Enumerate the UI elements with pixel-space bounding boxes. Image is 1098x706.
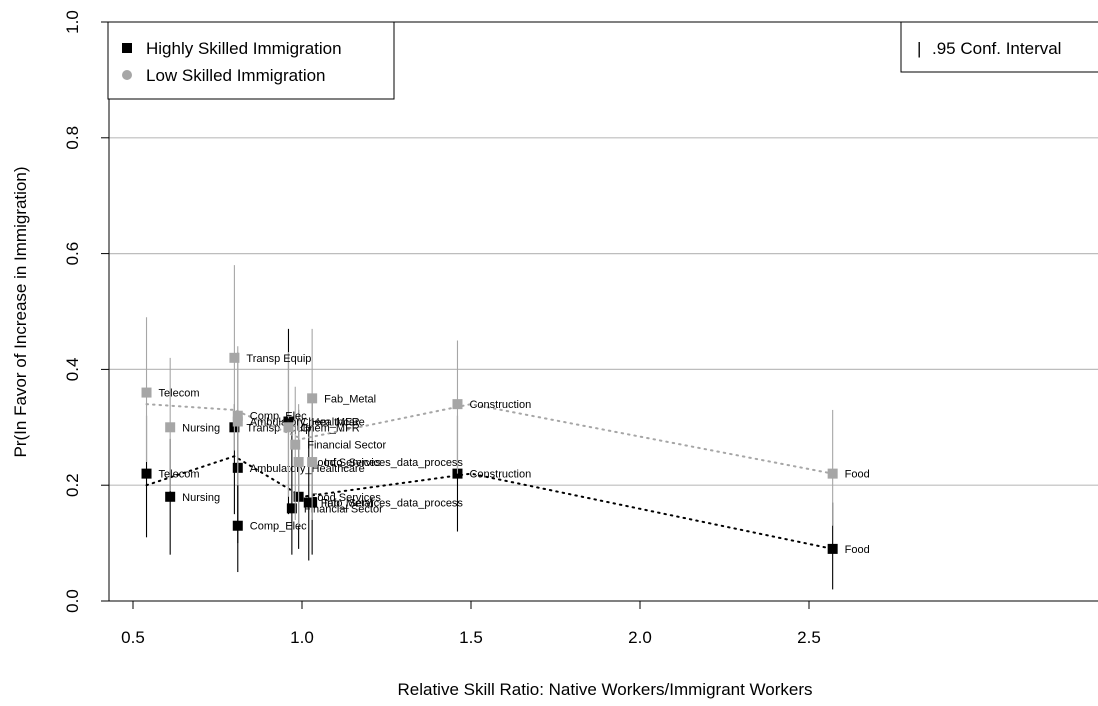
- high-skill-point-label: Telecom: [159, 469, 200, 481]
- high-skill-point-label: Chem_MFR: [300, 417, 359, 429]
- low-skill-point: [307, 457, 318, 468]
- high-skill-point-label: Construction: [469, 469, 531, 481]
- low-skill-point-label: Fab_Metal: [324, 393, 376, 405]
- high-skill-point-label: Food: [845, 544, 870, 556]
- legend-label: Low Skilled Immigration: [146, 66, 326, 85]
- low-skill-point-label: Construction: [469, 399, 531, 411]
- y-tick-label: 0.0: [63, 589, 82, 613]
- low-skill-point: [283, 422, 294, 433]
- low-skill-point-label: Transp Equip: [246, 353, 311, 365]
- high-skill-point-label: Nursing: [182, 492, 220, 504]
- axes-layer: 0.5 1.0 1.5 2.0 2.5 0.0 0.2 0.4 0.6 0.8 1.0: [63, 10, 1098, 647]
- low-skill-point: [141, 387, 152, 398]
- data-layer: Telecom Nursing Transp Equip Ambulatory_Hea…: [141, 265, 870, 590]
- low-skill-point: [452, 399, 463, 410]
- legend-label: Highly Skilled Immigration: [146, 39, 342, 58]
- low-skill-trend-line: [145, 403, 834, 475]
- low-skill-point: [307, 393, 318, 404]
- low-skill-point-label: Telecom: [159, 388, 200, 400]
- low-skill-point-label: Food: [845, 469, 870, 481]
- ci-legend-box: [900, 21, 1098, 73]
- high-skill-point-label: Info_Services_data_process: [324, 498, 463, 510]
- low-skill-point: [293, 457, 304, 468]
- high-skill-point-label: Comp_Elec: [250, 521, 307, 533]
- x-tick-label: 0.5: [121, 628, 145, 647]
- low-skill-point: [232, 416, 243, 427]
- high-skill-point-label: Ambulatory_Healthcare: [250, 463, 365, 475]
- ci-legend-label: .95 Conf. Interval: [932, 39, 1061, 58]
- low-skill-point: [229, 352, 240, 363]
- high-skill-point-label: Financial Sector: [304, 503, 383, 515]
- low-skill-point: [165, 422, 176, 433]
- low-skill-point: [290, 439, 301, 450]
- high-skill-point-label: Food Services: [311, 492, 382, 504]
- low-skill-point-label: Ambulatory_Healthcare: [250, 417, 365, 429]
- x-tick-label: 2.5: [797, 628, 821, 647]
- y-tick-label: 0.2: [63, 473, 82, 497]
- y-tick-label: 0.6: [63, 242, 82, 266]
- legend-swatch-low-skill: [122, 70, 132, 80]
- high-skill-point: [827, 543, 838, 554]
- high-skill-point: [165, 491, 176, 502]
- low-skill-point-label: Info_Services_data_process: [324, 457, 463, 469]
- legend-box: [107, 21, 395, 100]
- high-skill-point: [286, 503, 297, 514]
- grid-layer: [109, 137, 1098, 486]
- high-skill-point-label: Fab_Metal: [321, 498, 373, 510]
- series-legend: Highly Skilled Immigration Low Skilled Im…: [107, 21, 395, 100]
- x-tick-label: 2.0: [628, 628, 652, 647]
- ci-legend-symbol: |: [917, 39, 921, 58]
- low-skill-point-label: Financial Sector: [307, 440, 386, 452]
- x-axis-title: Relative Skill Ratio: Native Workers/Imm…: [397, 680, 812, 699]
- y-tick-label: 1.0: [63, 10, 82, 34]
- legend-swatch-high-skill: [122, 43, 132, 53]
- legend-layer: Highly Skilled Immigration Low Skilled Im…: [107, 21, 1098, 100]
- low-skill-point: [827, 468, 838, 479]
- ci-legend: | .95 Conf. Interval: [900, 21, 1098, 73]
- low-skill-point-label: Food Services: [311, 457, 382, 469]
- low-skill-point: [232, 410, 243, 421]
- low-skill-point-label: Chem_MFR: [300, 422, 359, 434]
- y-axis-title: Pr(In Favor of Increase in Immigration): [11, 167, 30, 458]
- y-tick-label: 0.4: [63, 358, 82, 382]
- high-skill-point: [141, 468, 152, 479]
- x-tick-label: 1.5: [459, 628, 483, 647]
- high-skill-point: [232, 520, 243, 531]
- x-tick-label: 1.0: [290, 628, 314, 647]
- low-skill-point-label: Comp_Elec: [250, 411, 307, 423]
- y-tick-label: 0.8: [63, 126, 82, 150]
- low-skill-point-label: Nursing: [182, 422, 220, 434]
